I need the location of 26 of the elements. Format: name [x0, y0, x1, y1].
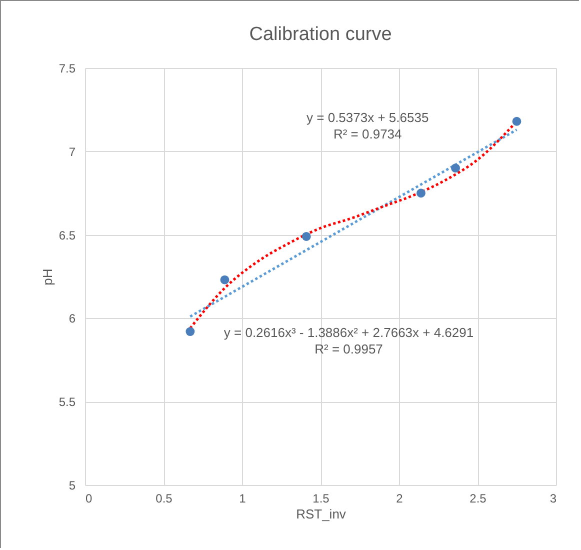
point [416, 188, 426, 198]
x-tick-label: 3 [550, 492, 557, 506]
point [451, 164, 460, 173]
annotation: R² = 0.9734 [333, 126, 402, 142]
annotation: R² = 0.9957 [314, 341, 383, 356]
x-tick-label: 0.5 [156, 492, 173, 506]
y-tick-label: 7.5 [58, 62, 76, 76]
y-tick-label: 7 [68, 144, 76, 159]
x-tick-label: 2.5 [470, 492, 487, 506]
x-tick-label: 0 [86, 492, 92, 506]
annotation: y = 0.2616x³ - 1.3886x² + 2.7663x + 4.6291 [224, 324, 474, 340]
x-tick-label: 1 [239, 492, 246, 506]
y-axis-title: pH [40, 268, 55, 286]
y-tick-label: 5.5 [58, 395, 76, 410]
chart-title: Calibration curve [249, 24, 392, 45]
point [512, 116, 522, 126]
x-tick-label: 2 [396, 492, 404, 506]
point [220, 275, 230, 284]
point [186, 327, 195, 336]
point [302, 232, 311, 241]
annotation: y = 0.5373x + 5.6535 [306, 110, 429, 126]
x-axis-title: RST_inv [296, 506, 346, 522]
x-tick-label: 1.5 [312, 492, 330, 506]
y-tick-label: 6.5 [58, 228, 76, 242]
y-tick-label: 5 [68, 478, 76, 492]
y-tick-label: 6 [68, 312, 76, 326]
